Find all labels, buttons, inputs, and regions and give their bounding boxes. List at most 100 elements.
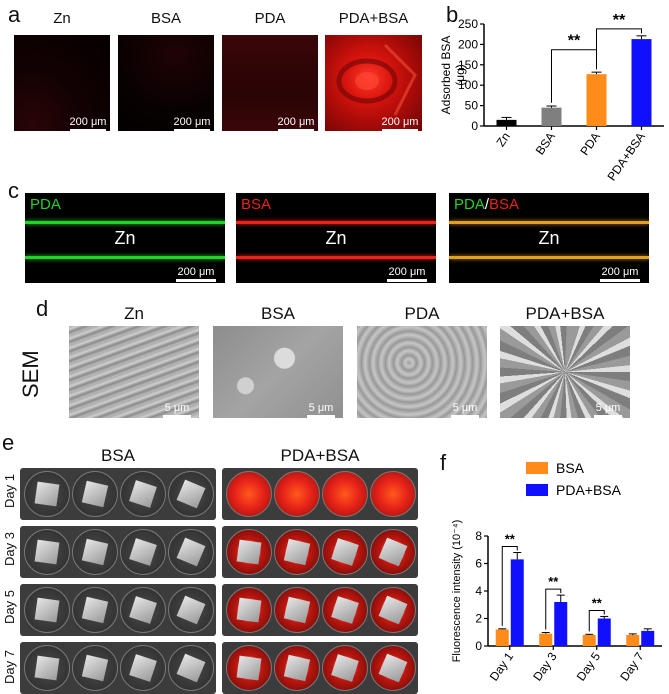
chart-f-bar [626, 635, 640, 646]
scale-bar-a3: 200 μm [274, 116, 318, 132]
zn-sample [378, 537, 408, 567]
scale-bar-c2: 200 μm [383, 266, 431, 282]
well-strip-bsa [20, 468, 216, 520]
well [370, 645, 416, 691]
chart-b-ytick-label: 200 [458, 37, 478, 51]
zn-sample [129, 654, 157, 682]
panel-d-label-pdabsa: PDA+BSA [525, 304, 605, 323]
chart-f-ytick-label: 8 [475, 529, 482, 543]
chart-f-bar [641, 630, 655, 646]
chart-f-xtick-label: Day 5 [574, 649, 604, 683]
zn-sample [283, 654, 311, 682]
chart-b-ylabel: Adsorbed BSA [440, 36, 453, 115]
chart-b-ytick-label: 150 [458, 58, 478, 72]
row-label-day5: Day 5 [2, 590, 17, 624]
panel-d-label-bsa: BSA [260, 304, 296, 323]
zn-sample [81, 538, 109, 566]
well [120, 471, 166, 517]
chart-b-ytick-label: 250 [458, 17, 478, 31]
zn-sample [34, 655, 60, 681]
zn-sample [81, 596, 109, 624]
chart-b-xtick-label: PDA [577, 130, 603, 158]
chart-f-xtick-label: Day 1 [487, 649, 517, 683]
well [72, 471, 118, 517]
chart-b-sig-label: ** [613, 12, 626, 29]
chart-f-ytick-label: 6 [475, 557, 482, 571]
panel-e-col-label-bsa: BSA [100, 446, 136, 465]
chart-f-xtick-label: Day 7 [617, 649, 647, 683]
row-label-day3: Day 3 [2, 532, 17, 566]
chart-b-xtick-label: PDA+BSA [605, 130, 648, 184]
well [274, 529, 320, 575]
chart-b-bar [541, 107, 562, 126]
zn-sample [176, 537, 206, 567]
zn-sample [34, 539, 60, 565]
chart-b: 0 50 100 150 200 250 Adsorbed BSA (μg) Zn BSA PDA P… [440, 12, 664, 184]
zn-sample [331, 538, 359, 566]
well-strip-pdabsa [222, 468, 418, 520]
panel-a-label-pdabsa: PDA+BSA [338, 10, 409, 27]
chart-f-bar [582, 635, 596, 646]
zn-sample [129, 596, 157, 624]
confocal-zn-label-3: Zn [538, 228, 560, 248]
chart-f-legend-swatch [526, 462, 548, 474]
zn-sample [81, 654, 109, 682]
chart-f-bar [510, 559, 524, 646]
chart-f-ytick-label: 4 [475, 584, 482, 598]
zn-sample [34, 597, 60, 623]
sem-image-bsa [213, 326, 343, 418]
well [24, 587, 70, 633]
well [168, 645, 214, 691]
scale-bar-a2: 200 μm [170, 116, 214, 132]
well-strip-bsa [20, 526, 216, 578]
fluorescence-image-pdabsa [325, 35, 422, 131]
panel-letter-b: b [446, 2, 459, 27]
well-strip-pdabsa [222, 642, 418, 694]
chart-f-xtick-label: Day 3 [530, 649, 560, 683]
zn-sample [176, 479, 206, 509]
well-strip-pdabsa [222, 584, 418, 636]
scale-bar-d4: 5 μm [591, 402, 625, 418]
chart-f-legend-swatch [526, 484, 548, 496]
panel-letter-a: a [8, 2, 21, 27]
zn-sample [81, 480, 109, 508]
well [72, 529, 118, 575]
well [370, 587, 416, 633]
chart-f-sig-label: ** [592, 595, 603, 610]
well-strip-bsa [20, 642, 216, 694]
zn-sample [176, 653, 206, 683]
panel-d-label-pda: PDA [404, 304, 440, 323]
chart-b-bar [586, 74, 607, 126]
panel-letter-f: f [440, 450, 447, 475]
well [226, 529, 272, 575]
well [120, 587, 166, 633]
zn-sample [129, 538, 157, 566]
chart-f-ylabel: Fluorescence intensity (10⁻⁴) [451, 520, 463, 663]
zn-sample [331, 654, 359, 682]
scale-bar-d3: 5 μm [448, 402, 482, 418]
well [168, 587, 214, 633]
well [274, 587, 320, 633]
panel-letter-e: e [2, 430, 15, 455]
confocal-image-merge [449, 193, 649, 283]
chart-b-ytick-label: 0 [471, 119, 478, 133]
sem-image-pdabsa [500, 326, 630, 418]
well [168, 529, 214, 575]
well [370, 471, 416, 517]
confocal-label-pda: PDA [30, 196, 61, 213]
well [322, 471, 368, 517]
well [274, 645, 320, 691]
chart-f-bar [597, 618, 611, 646]
chart-f-ytick-label: 2 [475, 612, 482, 626]
chart-f-bar [554, 602, 568, 646]
well [322, 587, 368, 633]
well-strip-pdabsa [222, 526, 418, 578]
sem-row-label: SEM [18, 350, 43, 398]
scale-bar-a4: 200 μm [378, 116, 422, 132]
well [226, 645, 272, 691]
zn-sample [283, 538, 311, 566]
scale-bar-d2: 5 μm [304, 402, 338, 418]
well [24, 529, 70, 575]
chart-f-sig-bracket [501, 546, 518, 626]
well [120, 645, 166, 691]
